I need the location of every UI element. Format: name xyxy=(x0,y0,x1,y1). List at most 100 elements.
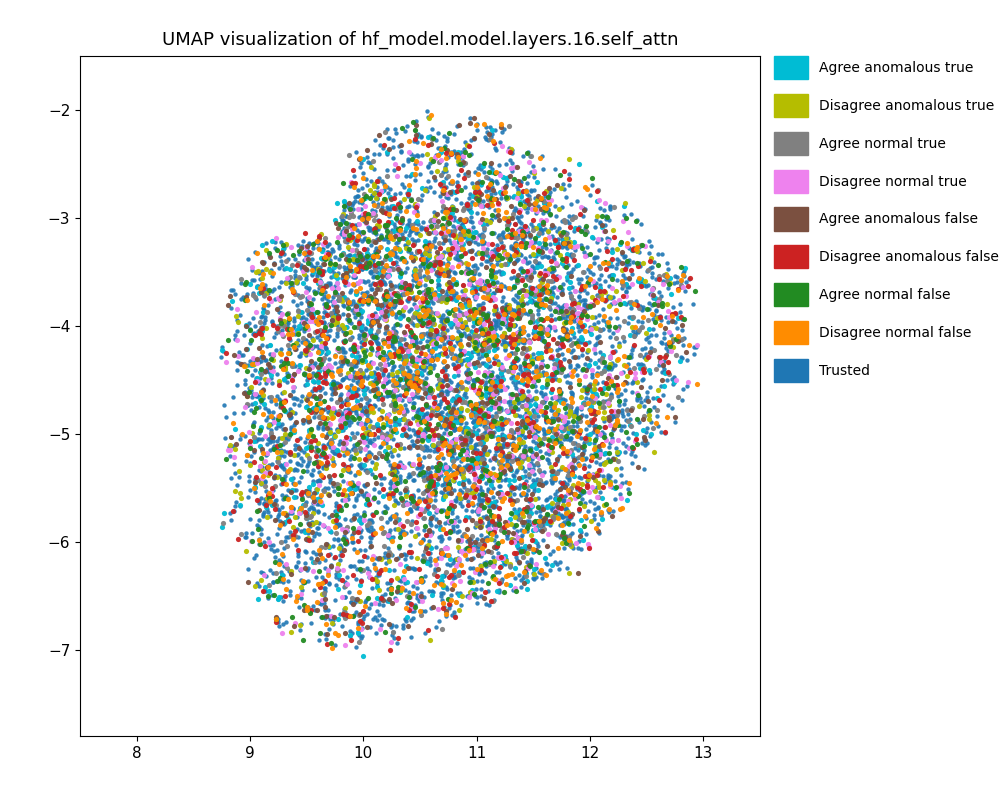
Point xyxy=(390,523,406,536)
Point xyxy=(342,625,358,638)
Point xyxy=(368,294,384,306)
Point xyxy=(404,331,420,344)
Point xyxy=(502,559,518,572)
Point xyxy=(377,429,393,442)
Point xyxy=(443,406,459,418)
Point xyxy=(522,398,538,411)
Point xyxy=(616,251,632,264)
Point xyxy=(429,445,445,458)
Point xyxy=(487,270,503,283)
Point xyxy=(425,313,441,326)
Point xyxy=(437,230,453,242)
Point xyxy=(415,295,431,308)
Point xyxy=(410,404,426,417)
Point xyxy=(561,209,577,222)
Point xyxy=(285,338,301,351)
Point xyxy=(301,388,317,401)
Point xyxy=(577,294,593,306)
Point xyxy=(591,440,607,453)
Point xyxy=(457,514,473,526)
Point xyxy=(456,344,472,357)
Point xyxy=(544,422,560,434)
Point xyxy=(505,358,521,370)
Point xyxy=(345,232,361,245)
Point xyxy=(407,174,423,187)
Point xyxy=(445,466,461,478)
Point xyxy=(576,486,592,498)
Point xyxy=(605,410,621,422)
Point xyxy=(562,404,578,417)
Point xyxy=(358,262,374,274)
Point xyxy=(389,366,405,378)
Point xyxy=(428,422,444,434)
Point xyxy=(297,378,313,391)
Point xyxy=(372,552,388,565)
Point xyxy=(254,278,270,290)
Point xyxy=(352,274,368,287)
Point xyxy=(261,283,277,296)
Point xyxy=(367,286,383,299)
Point xyxy=(455,566,471,578)
Point xyxy=(304,263,320,276)
Point xyxy=(439,395,455,408)
Point xyxy=(513,210,529,222)
Point xyxy=(383,474,399,487)
Point xyxy=(619,370,635,382)
Point xyxy=(402,330,418,342)
Point xyxy=(520,418,536,430)
Point xyxy=(316,588,332,601)
Point xyxy=(577,432,593,445)
Point xyxy=(265,538,281,551)
Point xyxy=(528,524,544,537)
Point xyxy=(586,437,602,450)
Point xyxy=(368,571,384,584)
Point xyxy=(371,278,387,291)
Point xyxy=(433,578,449,590)
Point xyxy=(446,460,462,473)
Point xyxy=(335,247,351,260)
Point xyxy=(513,294,529,306)
Point xyxy=(568,298,584,310)
Point xyxy=(298,270,314,283)
Point xyxy=(308,486,324,498)
Point xyxy=(536,512,552,525)
Point xyxy=(511,428,527,441)
Point xyxy=(241,474,257,487)
Point xyxy=(476,537,492,550)
Point xyxy=(415,328,431,341)
Point xyxy=(572,208,588,221)
Point xyxy=(323,434,339,446)
Point xyxy=(453,348,469,361)
Point xyxy=(394,352,410,365)
Point xyxy=(365,290,381,303)
Point xyxy=(516,478,532,490)
Point xyxy=(560,415,576,428)
Point xyxy=(491,519,507,532)
Point xyxy=(564,281,580,294)
Point xyxy=(394,281,410,294)
Point xyxy=(369,580,385,593)
Point xyxy=(359,621,375,634)
Point xyxy=(589,236,605,249)
Point xyxy=(428,326,444,338)
Point xyxy=(322,405,338,418)
Point xyxy=(278,261,294,274)
Point xyxy=(393,526,409,539)
Point xyxy=(629,392,645,405)
Point xyxy=(273,316,289,329)
Point xyxy=(535,314,551,326)
Point xyxy=(501,119,517,132)
Point xyxy=(441,602,457,614)
Point xyxy=(450,150,466,163)
Point xyxy=(486,357,502,370)
Point xyxy=(244,426,260,439)
Point xyxy=(299,393,315,406)
Point xyxy=(488,143,504,156)
Point xyxy=(484,370,500,383)
Point xyxy=(287,359,303,372)
Point xyxy=(287,328,303,341)
Point xyxy=(422,319,438,332)
Point xyxy=(489,539,505,552)
Point xyxy=(535,422,551,435)
Point xyxy=(368,248,384,261)
